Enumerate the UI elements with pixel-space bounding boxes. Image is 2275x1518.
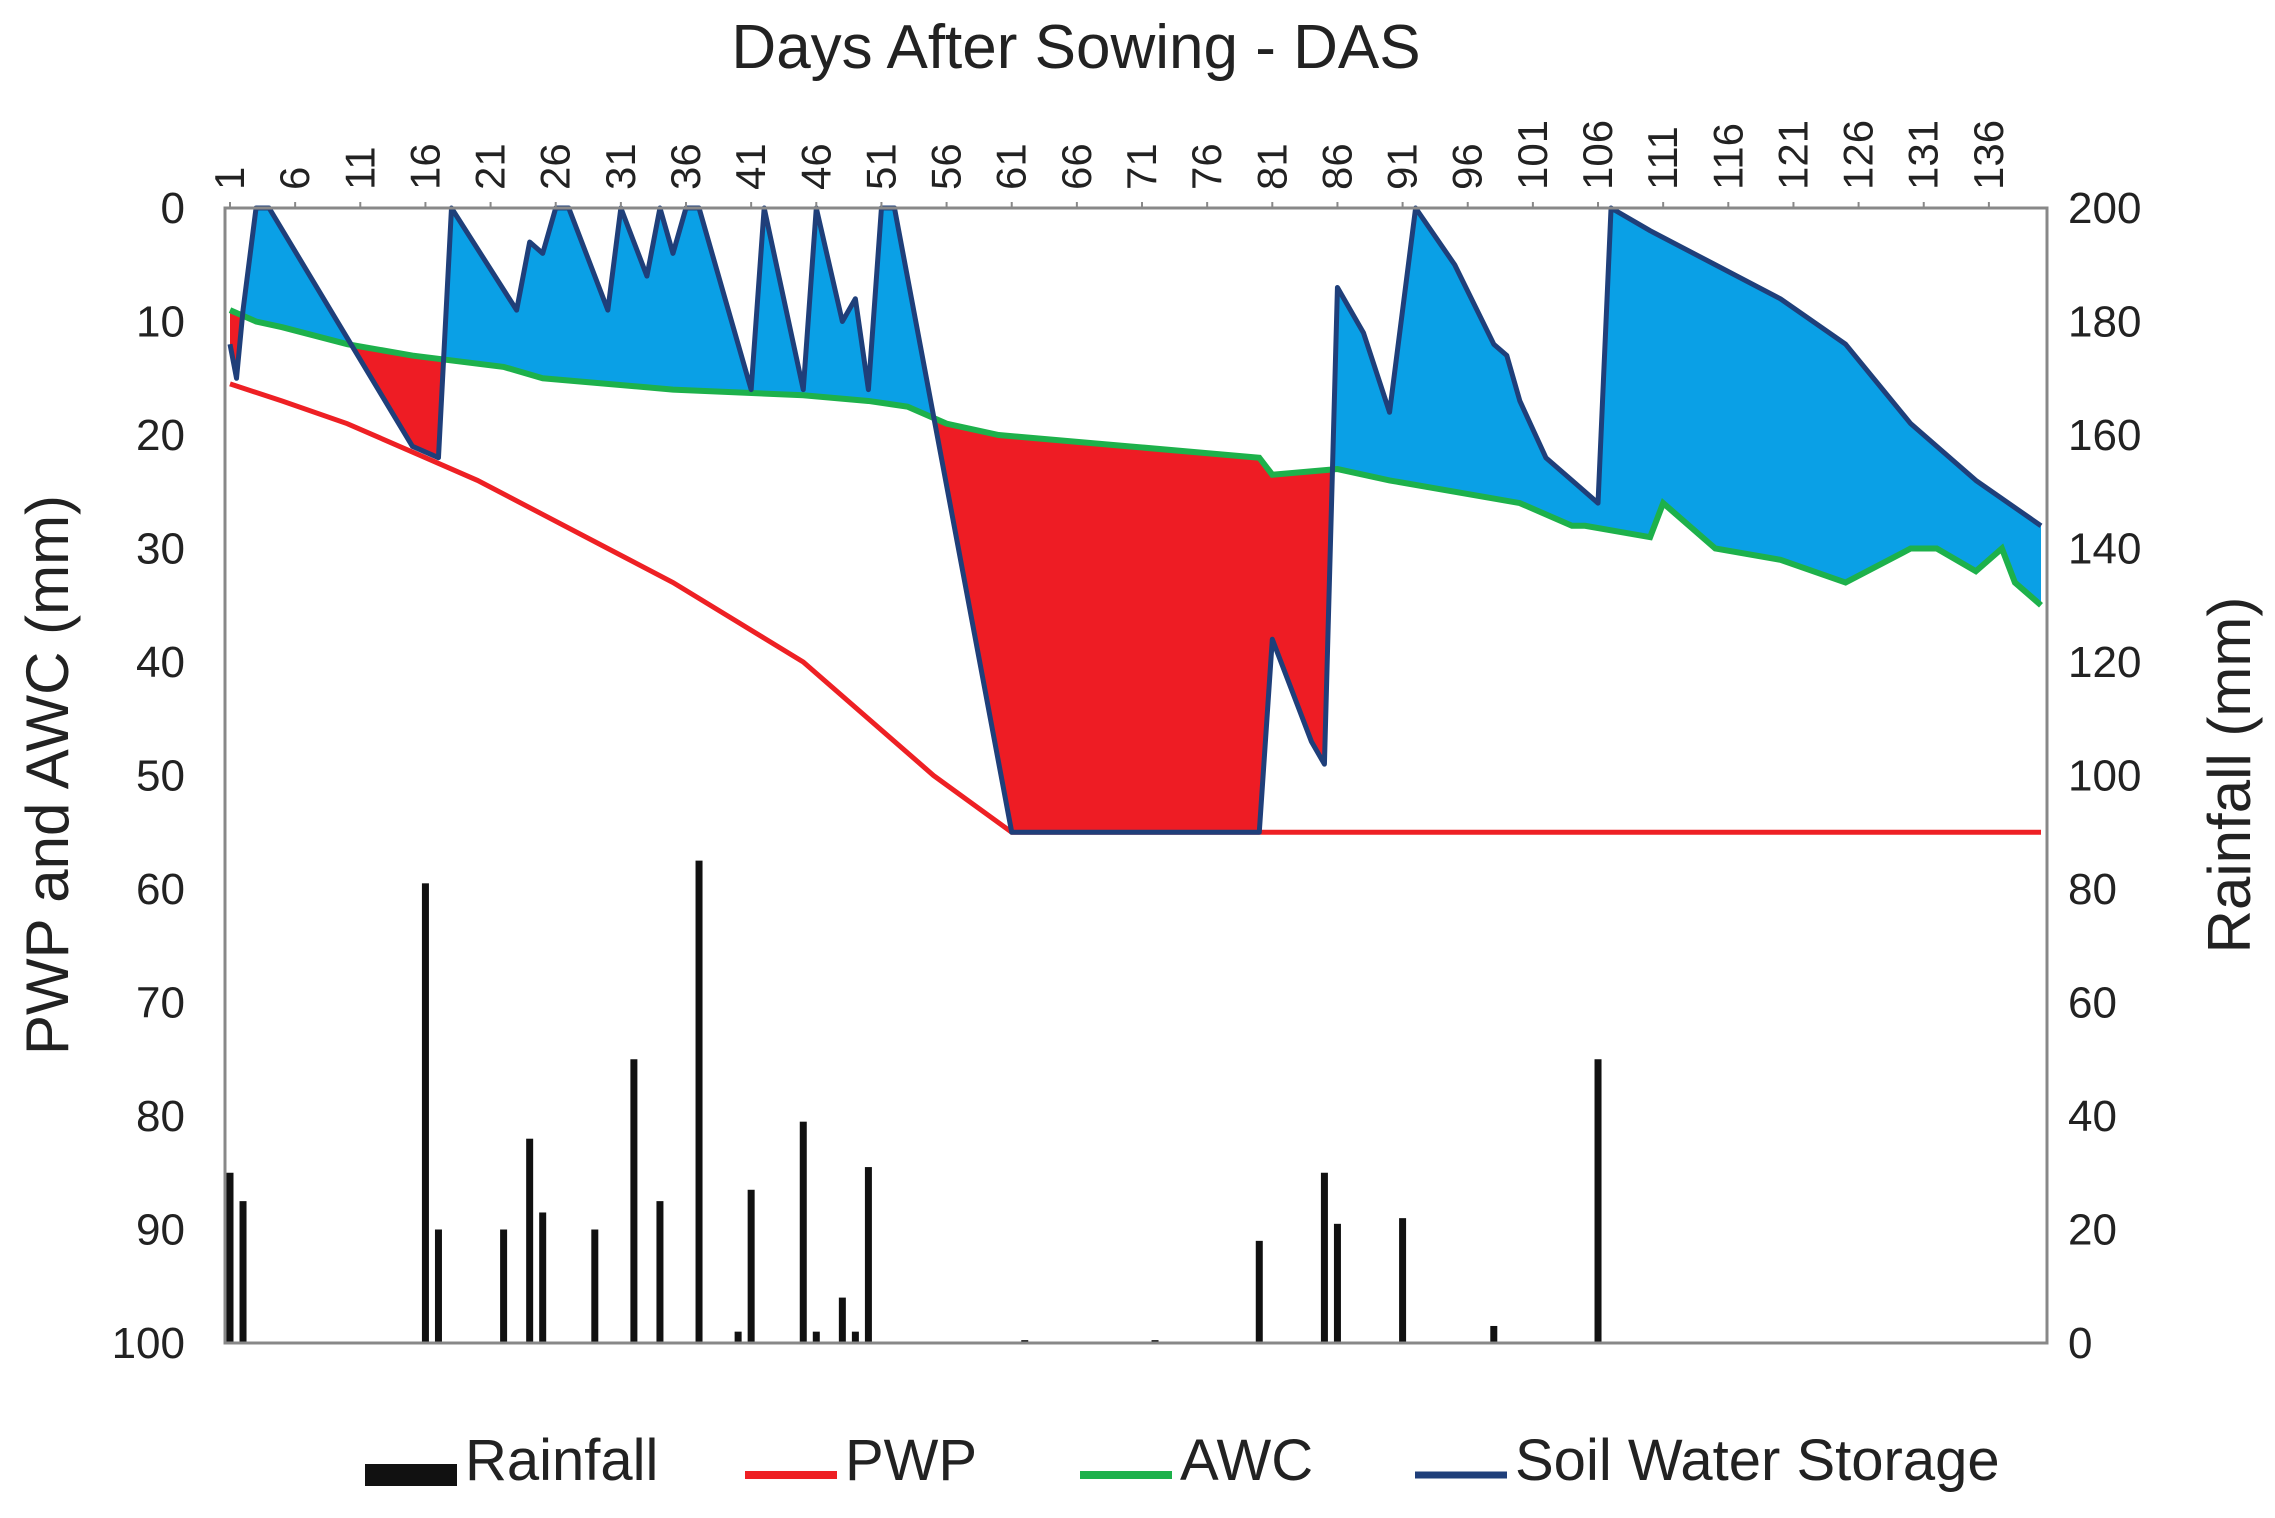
x-tick-label: 11 — [336, 146, 383, 190]
x-tick-label: 111 — [1639, 126, 1686, 190]
area-fills — [230, 208, 2041, 833]
x-tick-label: 121 — [1769, 120, 1816, 190]
soil-water-storage-line — [227, 205, 2043, 835]
surplus-area — [230, 208, 2041, 606]
rainfall-bar — [630, 1059, 638, 1343]
y2-tick-label: 180 — [2068, 298, 2141, 347]
deficit-area — [230, 310, 2041, 833]
rainfall-bar — [656, 1201, 664, 1343]
y-axis-label: PWP and AWC (mm) — [14, 495, 81, 1055]
x-tick-label: 106 — [1574, 120, 1621, 190]
x-tick-label: 91 — [1379, 143, 1426, 190]
x-tick-label: 136 — [1965, 120, 2012, 190]
x-tick-label: 16 — [401, 143, 448, 190]
x-tick-label: 81 — [1248, 143, 1295, 190]
x-tick-label: 71 — [1118, 143, 1165, 190]
rainfall-bar — [812, 1331, 820, 1343]
rainfall-bar — [695, 860, 703, 1343]
x-tick-label: 86 — [1313, 143, 1360, 190]
x-tick-label: 126 — [1835, 120, 1882, 190]
x-tick-label: 61 — [988, 143, 1035, 190]
legend-label-soil-water-storage: Soil Water Storage — [1515, 1428, 2000, 1493]
y-tick-label: 0 — [161, 184, 185, 233]
rainfall-bar — [799, 1121, 807, 1343]
rainfall-bar — [500, 1229, 508, 1343]
rainfall-bar — [838, 1297, 846, 1343]
y2-tick-label: 200 — [2068, 184, 2141, 233]
x-tick-label: 131 — [1900, 120, 1947, 190]
y2-tick-label: 0 — [2068, 1319, 2092, 1368]
x-tick-label: 31 — [597, 143, 644, 190]
rainfall-bar — [734, 1331, 742, 1343]
x-tick-label: 96 — [1444, 143, 1491, 190]
y2-tick-label: 60 — [2068, 979, 2117, 1028]
legend: Rainfall PWP AWC Soil Water Storage — [365, 1428, 2000, 1493]
y2-tick-label: 40 — [2068, 1092, 2117, 1141]
y2-axis-label: Rainfall (mm) — [2196, 597, 2263, 954]
x-tick-label: 101 — [1509, 120, 1556, 190]
x-tick-label: 66 — [1053, 143, 1100, 190]
x-tick-label: 36 — [662, 143, 709, 190]
y-tick-label: 60 — [136, 865, 185, 914]
rainfall-bar — [1255, 1240, 1263, 1343]
y-tick-label: 70 — [136, 979, 185, 1028]
legend-swatch-soil-water-storage — [1415, 1471, 1507, 1479]
x-tick-label: 41 — [727, 143, 774, 190]
rainfall-bar — [1399, 1218, 1407, 1343]
y-tick-label: 20 — [136, 411, 185, 460]
y-tick-labels: 0 10 20 30 40 50 60 70 80 90 100 — [112, 184, 185, 1368]
y2-tick-label: 120 — [2068, 638, 2141, 687]
x-tick-label: 21 — [467, 143, 514, 190]
rainfall-bar — [1320, 1172, 1328, 1343]
chart-title: Days After Sowing - DAS — [731, 13, 1420, 82]
rainfall-bar — [1490, 1325, 1498, 1343]
y-tick-label: 100 — [112, 1319, 185, 1368]
x-tick-label: 76 — [1183, 143, 1230, 190]
x-tick-label: 6 — [271, 167, 318, 190]
rainfall-bar — [526, 1138, 534, 1343]
rainfall-bar — [864, 1167, 872, 1343]
plot-frame — [223, 206, 2049, 1345]
rainfall-bar — [539, 1212, 547, 1343]
y2-tick-label: 160 — [2068, 411, 2141, 460]
x-tick-label: 1 — [206, 167, 253, 190]
y-tick-label: 80 — [136, 1092, 185, 1141]
y-tick-label: 30 — [136, 525, 185, 574]
y-tick-label: 40 — [136, 638, 185, 687]
rainfall-bars — [226, 860, 1602, 1343]
rainfall-bar — [421, 883, 429, 1343]
y-tick-label: 50 — [136, 752, 185, 801]
legend-swatch-awc — [1080, 1471, 1172, 1479]
awc-line — [228, 307, 2043, 608]
x-tick-labels: 1 6 11 16 21 26 31 36 41 46 51 56 61 66 71 76 81 86 91 96 10… — [206, 120, 2012, 208]
y-tick-label: 90 — [136, 1206, 185, 1255]
x-tick-label: 51 — [857, 143, 904, 190]
x-tick-label: 56 — [923, 143, 970, 190]
x-tick-label: 46 — [792, 143, 839, 190]
rainfall-bar — [226, 1172, 234, 1343]
y2-tick-labels: 0 20 40 60 80 100 120 140 160 180 200 — [2068, 184, 2141, 1368]
rainfall-bar — [1333, 1223, 1341, 1343]
y-tick-label: 10 — [136, 298, 185, 347]
rainfall-bar — [851, 1331, 859, 1343]
legend-label-pwp: PWP — [845, 1428, 977, 1493]
y2-tick-label: 100 — [2068, 752, 2141, 801]
rainfall-bar — [591, 1229, 599, 1343]
y2-tick-label: 20 — [2068, 1206, 2117, 1255]
y2-tick-label: 140 — [2068, 525, 2141, 574]
rainfall-bar — [1594, 1059, 1602, 1343]
legend-swatch-pwp — [745, 1471, 837, 1479]
rainfall-bar — [239, 1201, 247, 1343]
legend-label-awc: AWC — [1180, 1428, 1313, 1493]
pwp-line — [229, 381, 2041, 835]
series-lines — [227, 205, 2043, 835]
legend-label-rainfall: Rainfall — [465, 1428, 658, 1493]
x-tick-label: 116 — [1704, 123, 1751, 190]
legend-swatch-rainfall — [365, 1464, 457, 1486]
y2-tick-label: 80 — [2068, 865, 2117, 914]
rainfall-bar — [747, 1189, 755, 1343]
rainfall-bar — [434, 1229, 442, 1343]
x-tick-label: 26 — [532, 143, 579, 190]
